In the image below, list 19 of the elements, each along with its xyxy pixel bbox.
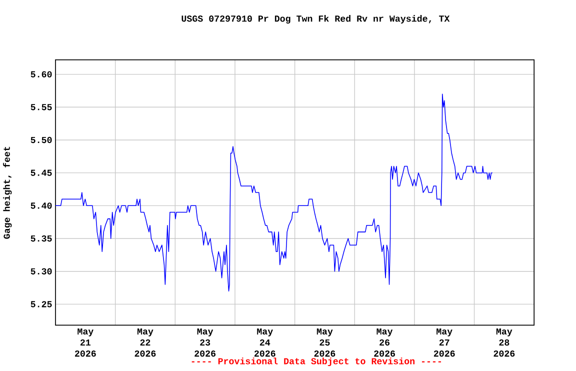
y-tick-label: 5.50 bbox=[30, 137, 52, 144]
x-tick-label: May 26 2026 bbox=[374, 328, 395, 357]
chart-title: USGS 07297910 Pr Dog Twn Fk Red Rv nr Wayside, TX bbox=[182, 15, 450, 24]
y-tick-label: 5.60 bbox=[30, 71, 52, 78]
text: ---- Provisional Data Subject to Revision ---- bbox=[192, 358, 441, 366]
x-tick-label: May 23 2026 bbox=[194, 328, 216, 357]
x-tick-label: May 28 2026 bbox=[494, 328, 515, 357]
y-tick-label: 5.45 bbox=[30, 170, 52, 176]
x-tick-label: May 25 2026 bbox=[314, 328, 336, 357]
x-tick-label: May 21 2026 bbox=[74, 328, 96, 357]
x-tick-label: May 27 2026 bbox=[434, 328, 455, 357]
y-tick-label: 5.55 bbox=[30, 104, 52, 110]
y-tick-label: 5.40 bbox=[30, 202, 52, 210]
y-tick-label: 5.25 bbox=[30, 301, 52, 308]
y-tick-label: 5.30 bbox=[30, 268, 52, 275]
x-tick-label: May 24 2026 bbox=[254, 328, 276, 357]
x-tick-label: May 22 2026 bbox=[134, 328, 156, 357]
y-tick-label: 5.35 bbox=[30, 236, 52, 242]
y-axis-title: Gage height, feet bbox=[3, 147, 12, 239]
